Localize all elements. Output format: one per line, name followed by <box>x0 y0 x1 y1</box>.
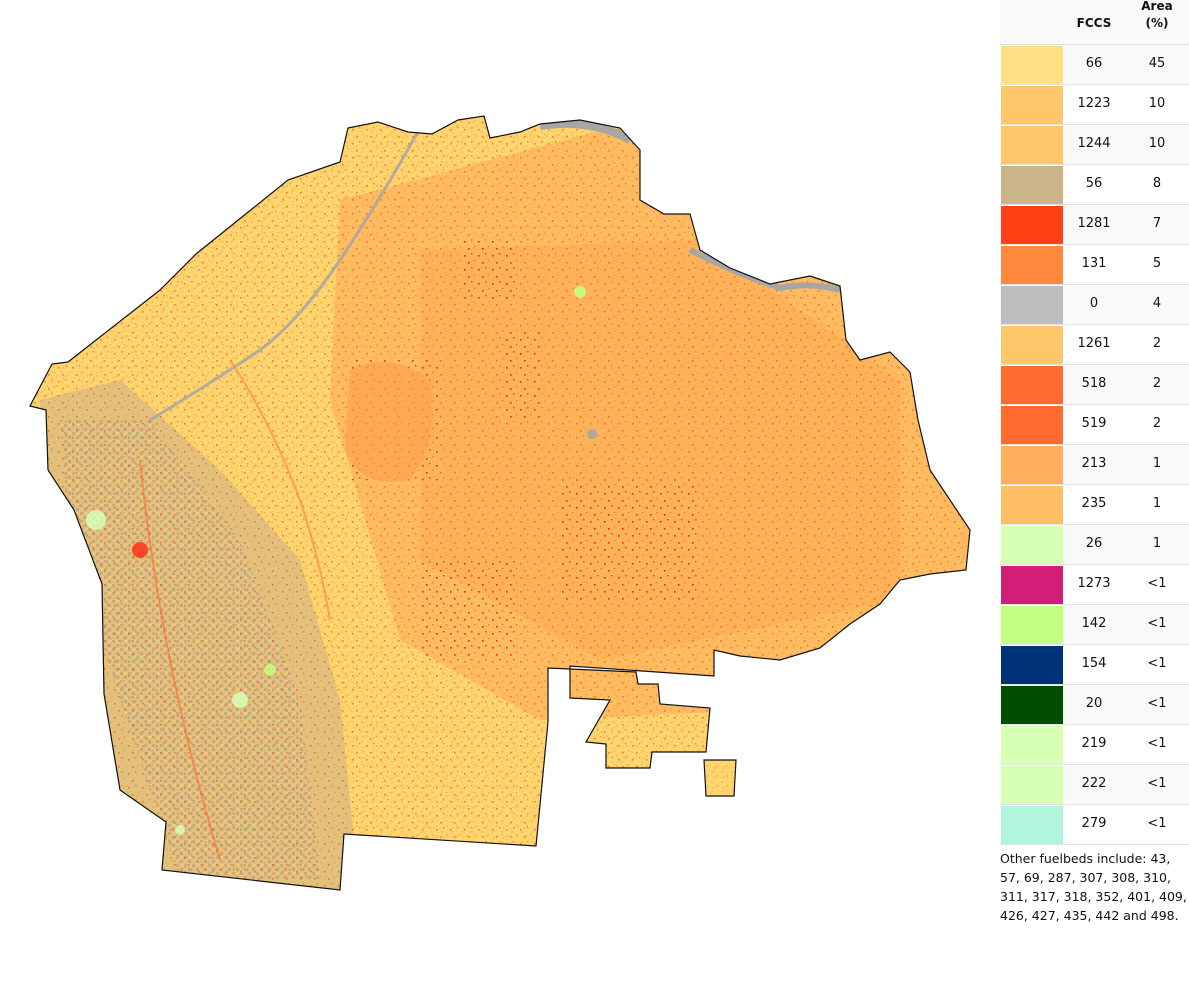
legend-header: FCCS Area (%) <box>1000 0 1189 45</box>
legend-swatch <box>1001 406 1063 444</box>
legend-area-value: 45 <box>1148 56 1166 71</box>
legend-fccs-value: 131 <box>1081 256 1107 271</box>
legend-row: 1244 10 <box>1000 125 1189 165</box>
legend-area-value: <1 <box>1147 736 1167 751</box>
legend-swatch <box>1001 206 1063 244</box>
legend-fccs-value: 26 <box>1085 536 1103 551</box>
legend-fccs-value: 213 <box>1081 456 1107 471</box>
legend-swatch <box>1001 486 1063 524</box>
legend-row: 1223 10 <box>1000 85 1189 125</box>
legend-area-value: <1 <box>1147 816 1167 831</box>
legend-swatch <box>1001 366 1063 404</box>
legend-swatch <box>1001 126 1063 164</box>
legend-area-value: 5 <box>1152 256 1162 271</box>
legend-area-value: 2 <box>1152 376 1162 391</box>
legend-fccs-value: 142 <box>1081 616 1107 631</box>
legend-fccs-value: 1273 <box>1077 576 1111 591</box>
header-area-unit: (%) <box>1145 16 1169 30</box>
legend-swatch <box>1001 446 1063 484</box>
legend-area-value: 8 <box>1152 176 1162 191</box>
legend-fccs-value: 20 <box>1085 696 1103 711</box>
legend-swatch <box>1001 766 1063 804</box>
legend-fccs-value: 1223 <box>1077 96 1111 111</box>
legend-fccs-value: 519 <box>1081 416 1107 431</box>
legend-swatch <box>1001 606 1063 644</box>
legend-row: 56 8 <box>1000 165 1189 205</box>
legend-row: 20 <1 <box>1000 685 1189 725</box>
legend-row: 131 5 <box>1000 245 1189 285</box>
legend-row: 279 <1 <box>1000 805 1189 845</box>
legend-swatch <box>1001 686 1063 724</box>
legend-fccs-value: 235 <box>1081 496 1107 511</box>
legend-area-value: <1 <box>1147 656 1167 671</box>
legend-area-value: <1 <box>1147 776 1167 791</box>
legend-fccs-value: 66 <box>1085 56 1103 71</box>
legend-area-value: 7 <box>1152 216 1162 231</box>
header-area: Area (%) <box>1126 0 1188 32</box>
legend-area-value: 4 <box>1152 296 1162 311</box>
fuelbed-map <box>29 115 971 891</box>
legend-area-value: 10 <box>1148 136 1166 151</box>
legend-row: 235 1 <box>1000 485 1189 525</box>
legend-row: 154 <1 <box>1000 645 1189 685</box>
legend-swatch <box>1001 646 1063 684</box>
legend-fccs-value: 0 <box>1089 296 1099 311</box>
legend-fccs-value: 279 <box>1081 816 1107 831</box>
legend-fccs-value: 222 <box>1081 776 1107 791</box>
legend-fccs-value: 219 <box>1081 736 1107 751</box>
legend-area-value: 2 <box>1152 336 1162 351</box>
legend-swatch <box>1001 286 1063 324</box>
legend-row: 1281 7 <box>1000 205 1189 245</box>
legend-row: 222 <1 <box>1000 765 1189 805</box>
legend-swatch <box>1001 726 1063 764</box>
header-fccs: FCCS <box>1076 16 1112 30</box>
legend-area-value: 1 <box>1152 496 1162 511</box>
legend-row: 1261 2 <box>1000 325 1189 365</box>
legend-swatch <box>1001 566 1063 604</box>
legend-fccs-value: 56 <box>1085 176 1103 191</box>
legend-area-value: 10 <box>1148 96 1166 111</box>
header-area-label: Area <box>1141 0 1173 13</box>
legend-swatch <box>1001 166 1063 204</box>
legend-fccs-value: 1244 <box>1077 136 1111 151</box>
legend-fccs-value: 1281 <box>1077 216 1111 231</box>
legend-row: 518 2 <box>1000 365 1189 405</box>
legend-table: FCCS Area (%) 66 45 1223 10 1244 10 56 8 1281 7 13… <box>1000 0 1189 925</box>
legend-swatch <box>1001 46 1063 84</box>
legend-area-value: <1 <box>1147 696 1167 711</box>
legend-area-value: <1 <box>1147 616 1167 631</box>
legend-row: 219 <1 <box>1000 725 1189 765</box>
legend-row: 519 2 <box>1000 405 1189 445</box>
legend-area-value: 2 <box>1152 416 1162 431</box>
legend-row: 142 <1 <box>1000 605 1189 645</box>
legend-row: 66 45 <box>1000 45 1189 85</box>
legend-fccs-value: 518 <box>1081 376 1107 391</box>
legend-swatch <box>1001 806 1063 844</box>
legend-row: 26 1 <box>1000 525 1189 565</box>
legend-swatch <box>1001 326 1063 364</box>
legend-fccs-value: 154 <box>1081 656 1107 671</box>
legend-area-value: <1 <box>1147 576 1167 591</box>
legend-rows: 66 45 1223 10 1244 10 56 8 1281 7 131 5 0 4 1261 2 518 2 5… <box>1000 45 1189 845</box>
legend-area-value: 1 <box>1152 456 1162 471</box>
legend-area-value: 1 <box>1152 536 1162 551</box>
legend-fccs-value: 1261 <box>1077 336 1111 351</box>
legend-swatch <box>1001 526 1063 564</box>
legend-row: 213 1 <box>1000 445 1189 485</box>
legend-note: Other fuelbeds include: 43, 57, 69, 287,… <box>1000 851 1187 923</box>
legend-swatch <box>1001 246 1063 284</box>
legend-row: 1273 <1 <box>1000 565 1189 605</box>
legend-swatch <box>1001 86 1063 124</box>
